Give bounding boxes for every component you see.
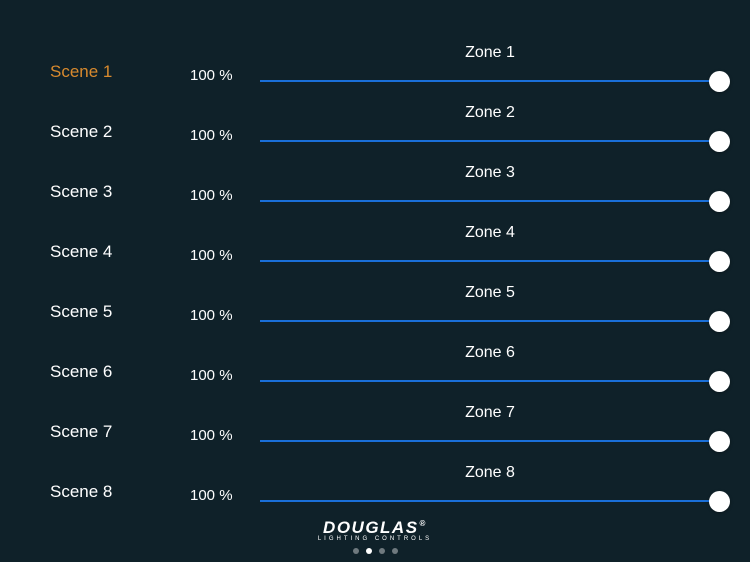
slider-track bbox=[260, 440, 720, 442]
zone-label: Zone 2 bbox=[465, 104, 515, 122]
zone-slider[interactable]: Zone 8 bbox=[260, 450, 720, 510]
slider-track bbox=[260, 500, 720, 502]
slider-thumb[interactable] bbox=[709, 431, 730, 452]
zone-row: Scene 5100 % Zone 5 bbox=[50, 270, 720, 330]
scene-button[interactable]: Scene 5 bbox=[50, 302, 190, 330]
page-dot[interactable] bbox=[366, 548, 372, 554]
zone-slider[interactable]: Zone 5 bbox=[260, 270, 720, 330]
scene-button[interactable]: Scene 1 bbox=[50, 62, 190, 90]
page-dot[interactable] bbox=[392, 548, 398, 554]
slider-track bbox=[260, 260, 720, 262]
slider-thumb[interactable] bbox=[709, 191, 730, 212]
percent-value: 100 % bbox=[190, 427, 260, 450]
zone-slider[interactable]: Zone 4 bbox=[260, 210, 720, 270]
zone-label: Zone 8 bbox=[465, 464, 515, 482]
zone-label: Zone 7 bbox=[465, 404, 515, 422]
zone-label: Zone 5 bbox=[465, 284, 515, 302]
zone-slider[interactable]: Zone 1 bbox=[260, 30, 720, 90]
percent-value: 100 % bbox=[190, 487, 260, 510]
percent-value: 100 % bbox=[190, 127, 260, 150]
slider-thumb[interactable] bbox=[709, 371, 730, 392]
zone-slider[interactable]: Zone 3 bbox=[260, 150, 720, 210]
slider-thumb[interactable] bbox=[709, 491, 730, 512]
zone-controls-list: Scene 1100 %Zone 1Scene 2100 %Zone 2Scen… bbox=[0, 0, 750, 510]
percent-value: 100 % bbox=[190, 367, 260, 390]
percent-value: 100 % bbox=[190, 187, 260, 210]
zone-slider[interactable]: Zone 7 bbox=[260, 390, 720, 450]
brand-name: DOUGLAS bbox=[323, 518, 419, 537]
slider-thumb[interactable] bbox=[709, 71, 730, 92]
zone-label: Zone 4 bbox=[465, 224, 515, 242]
footer: DOUGLAS® LIGHTING CONTROLS bbox=[0, 519, 750, 554]
scene-button[interactable]: Scene 2 bbox=[50, 122, 190, 150]
slider-thumb[interactable] bbox=[709, 131, 730, 152]
page-dot[interactable] bbox=[353, 548, 359, 554]
zone-row: Scene 1100 % Zone 1 bbox=[50, 30, 720, 90]
slider-track bbox=[260, 80, 720, 82]
zone-row: Scene 4100 % Zone 4 bbox=[50, 210, 720, 270]
zone-label: Zone 1 bbox=[465, 44, 515, 62]
brand-registered: ® bbox=[420, 519, 427, 528]
slider-track bbox=[260, 380, 720, 382]
slider-thumb[interactable] bbox=[709, 251, 730, 272]
slider-thumb[interactable] bbox=[709, 311, 730, 332]
zone-row: Scene 2100 % Zone 2 bbox=[50, 90, 720, 150]
zone-label: Zone 6 bbox=[465, 344, 515, 362]
percent-value: 100 % bbox=[190, 247, 260, 270]
percent-value: 100 % bbox=[190, 67, 260, 90]
slider-track bbox=[260, 200, 720, 202]
zone-slider[interactable]: Zone 2 bbox=[260, 90, 720, 150]
zone-row: Scene 8100 % Zone 8 bbox=[50, 450, 720, 510]
slider-track bbox=[260, 320, 720, 322]
scene-button[interactable]: Scene 4 bbox=[50, 242, 190, 270]
zone-row: Scene 3100 % Zone 3 bbox=[50, 150, 720, 210]
slider-track bbox=[260, 140, 720, 142]
brand-logo: DOUGLAS® LIGHTING CONTROLS bbox=[318, 519, 432, 542]
zone-row: Scene 7100 % Zone 7 bbox=[50, 390, 720, 450]
zone-label: Zone 3 bbox=[465, 164, 515, 182]
scene-button[interactable]: Scene 8 bbox=[50, 482, 190, 510]
zone-row: Scene 6100 % Zone 6 bbox=[50, 330, 720, 390]
scene-button[interactable]: Scene 7 bbox=[50, 422, 190, 450]
percent-value: 100 % bbox=[190, 307, 260, 330]
page-indicator[interactable] bbox=[353, 548, 398, 554]
page-dot[interactable] bbox=[379, 548, 385, 554]
scene-button[interactable]: Scene 6 bbox=[50, 362, 190, 390]
zone-slider[interactable]: Zone 6 bbox=[260, 330, 720, 390]
scene-button[interactable]: Scene 3 bbox=[50, 182, 190, 210]
